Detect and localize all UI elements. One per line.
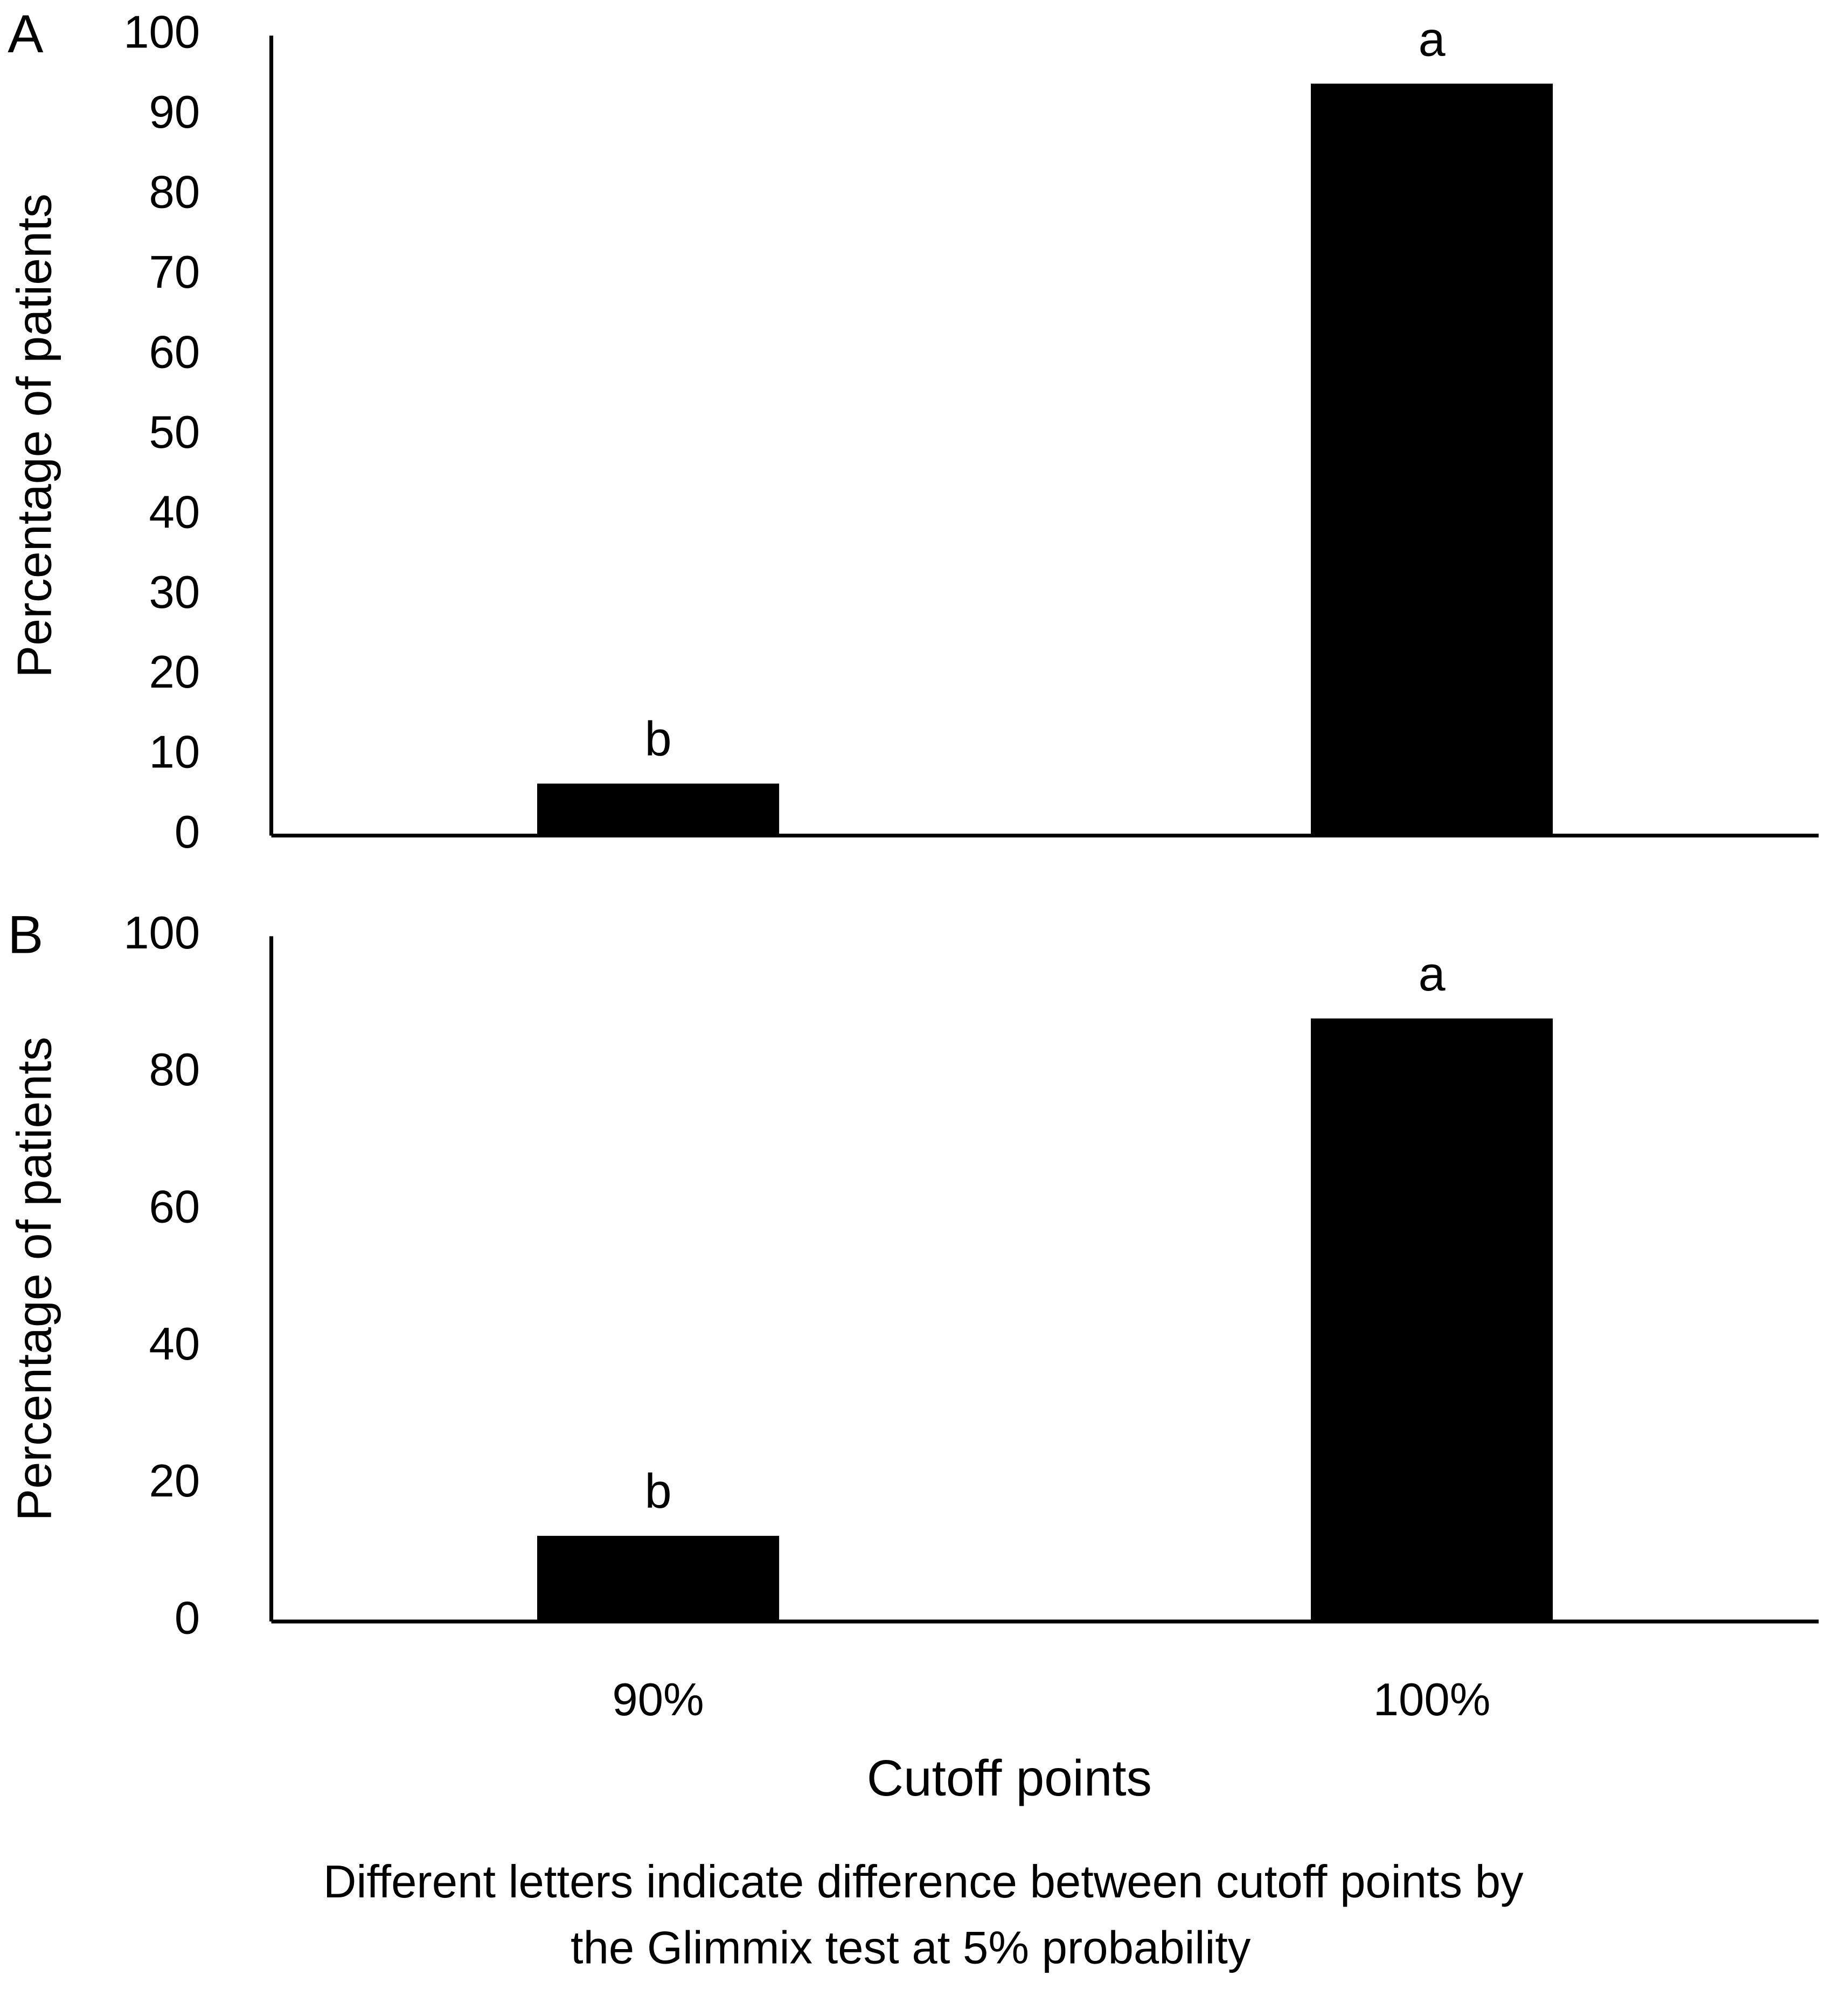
significance-letter: b <box>645 712 672 766</box>
y-tick-label: 60 <box>149 1182 200 1233</box>
y-tick-label: 40 <box>149 487 200 538</box>
y-tick-label: 80 <box>149 167 200 218</box>
y-tick-label: 0 <box>175 1593 200 1644</box>
caption-line: the Glimmix test at 5% probability <box>571 1923 1251 1974</box>
y-tick-label: 10 <box>149 727 200 778</box>
panel-label: A <box>8 4 44 64</box>
bar <box>1310 1018 1553 1622</box>
y-tick-label: 90 <box>149 87 200 138</box>
x-tick-label: 100% <box>1373 1674 1491 1725</box>
bar <box>537 784 780 836</box>
caption-line: Different letters indicate difference be… <box>323 1856 1524 1908</box>
x-axis-label: Cutoff points <box>867 1750 1152 1807</box>
bar <box>537 1536 780 1622</box>
y-tick-label: 0 <box>175 807 200 858</box>
y-tick-label: 100 <box>123 907 200 959</box>
y-tick-label: 100 <box>123 7 200 58</box>
significance-letter: a <box>1419 12 1446 66</box>
y-tick-label: 20 <box>149 647 200 698</box>
y-tick-label: 50 <box>149 407 200 458</box>
y-tick-label: 70 <box>149 247 200 298</box>
y-tick-label: 20 <box>149 1455 200 1507</box>
bar <box>1310 84 1553 836</box>
y-tick-label: 60 <box>149 327 200 378</box>
panel-label: B <box>8 905 43 965</box>
y-tick-label: 40 <box>149 1319 200 1370</box>
y-tick-label: 80 <box>149 1044 200 1096</box>
significance-letter: b <box>645 1465 672 1519</box>
x-tick-label: 90% <box>612 1674 704 1725</box>
y-tick-label: 30 <box>149 567 200 618</box>
y-axis-label: Percentage of patients <box>8 193 62 678</box>
y-axis-label: Percentage of patients <box>8 1037 62 1521</box>
significance-letter: a <box>1419 947 1446 1001</box>
